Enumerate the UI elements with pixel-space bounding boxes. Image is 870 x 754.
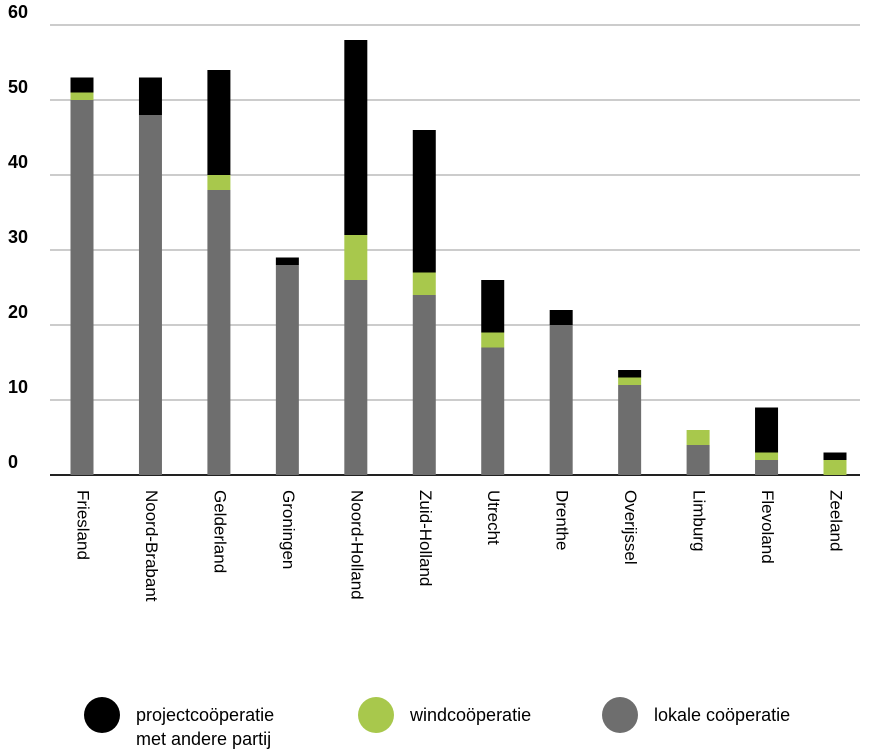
bar-segment [618,377,642,385]
bar-segment [275,265,299,475]
legend-swatch [358,697,394,733]
bar-segment [755,452,779,460]
legend-label: windcoöperatie [410,705,532,725]
x-tick-label: Noord-Brabant [142,490,161,602]
bar-segment [823,452,847,460]
x-tick-label: Friesland [74,490,93,560]
y-tick-label: 60 [8,2,28,22]
legend-item: lokale coöperatie [602,697,790,733]
x-tick-label: Groningen [279,490,298,569]
bar-segment [207,190,231,475]
x-tick-label: Noord-Holland [347,490,366,600]
bar-segment [207,175,231,190]
bar-segment [412,130,436,273]
bar-segment [755,460,779,475]
bar-segment [686,445,710,475]
bar-segment [412,295,436,475]
bar-segment [344,40,368,235]
bar-segment [207,70,231,175]
x-tick-label: Utrecht [484,490,503,545]
bar-segment [70,100,94,475]
bar-segment [549,325,573,475]
x-tick-label: Overijssel [621,490,640,565]
x-tick-label: Gelderland [210,490,229,573]
chart: 0 10 20 30 40 50 60 Friesland Noord-Brabant Gelde… [8,2,860,602]
y-tick-label: 40 [8,152,28,172]
bar-segment [618,370,642,378]
y-tick-label: 0 [8,452,18,472]
bar-segment [275,257,299,265]
bar-segment [344,280,368,475]
x-tick-label: Drenthe [553,490,572,550]
x-tick-label: Flevoland [758,490,777,564]
bar-segment [70,77,94,93]
bar-segment [138,77,162,115]
bar-segment [823,460,847,475]
legend-item: windcoöperatie [358,697,531,733]
y-tick-label: 50 [8,77,28,97]
y-tick-label: 10 [8,377,28,397]
x-tick-label: Zeeland [827,490,846,551]
bar-segment [481,347,505,475]
legend-swatch [84,697,120,733]
bar-segment [412,272,436,295]
y-tick-label: 20 [8,302,28,322]
legend-label: projectcoöperatie met andere partij [136,705,275,749]
bar-segment [138,115,162,475]
bar-segment [70,92,94,100]
x-tick-label: Limburg [690,490,709,551]
bar-segment [755,407,779,453]
bar-segment [481,332,505,348]
legend-label: lokale coöperatie [654,705,791,725]
bar-segment [686,430,710,445]
bar-segment [481,280,505,333]
bar-segment [618,385,642,475]
x-tick-label: Zuid-Holland [416,490,435,586]
legend-swatch [602,697,638,733]
y-tick-label: 30 [8,227,28,247]
bar-segment [549,310,573,325]
legend-item: projectcoöperatie met andere partij [84,697,274,751]
bar-segment [344,235,368,280]
